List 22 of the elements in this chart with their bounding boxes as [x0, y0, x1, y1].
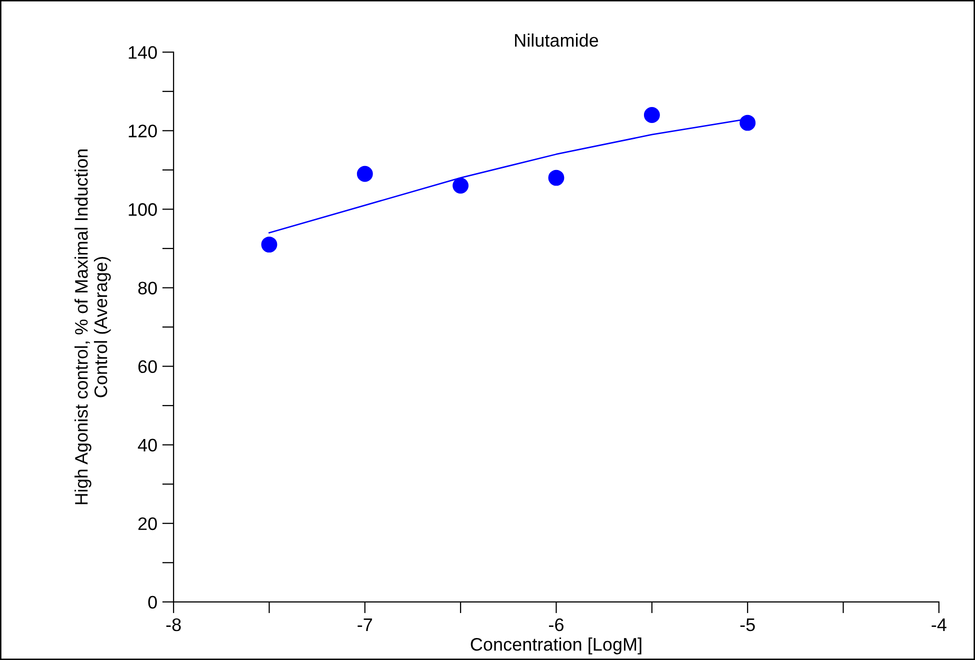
chart-title: Nilutamide: [515, 34, 598, 47]
y-tick-label: 40: [138, 438, 157, 452]
point: [740, 114, 756, 131]
x-tick-label: -8: [166, 618, 181, 632]
y-tick-label: 0: [148, 596, 157, 609]
x-tick-label: -7: [358, 618, 372, 631]
y-tick-label: 20: [138, 517, 157, 530]
point: [548, 170, 564, 186]
y-tick-label: 140: [128, 46, 157, 59]
point: [452, 178, 469, 194]
y-tick-label: 60: [138, 360, 157, 374]
y-tick-label: 80: [138, 282, 157, 294]
point: [261, 236, 278, 253]
x-tick-label: -5: [740, 618, 755, 632]
y-axis-title: High Agonist control, % of Maximal Induction Control (Average): [74, 150, 111, 504]
y-tick-label: 120: [128, 124, 157, 138]
x-tick-label: -4: [932, 618, 946, 631]
point: [644, 106, 660, 123]
x-axis-title: Concentration [LogM]: [470, 638, 642, 654]
y-tick-label: 100: [128, 203, 157, 216]
point: [356, 166, 373, 182]
x-tick-label: -6: [549, 618, 564, 632]
